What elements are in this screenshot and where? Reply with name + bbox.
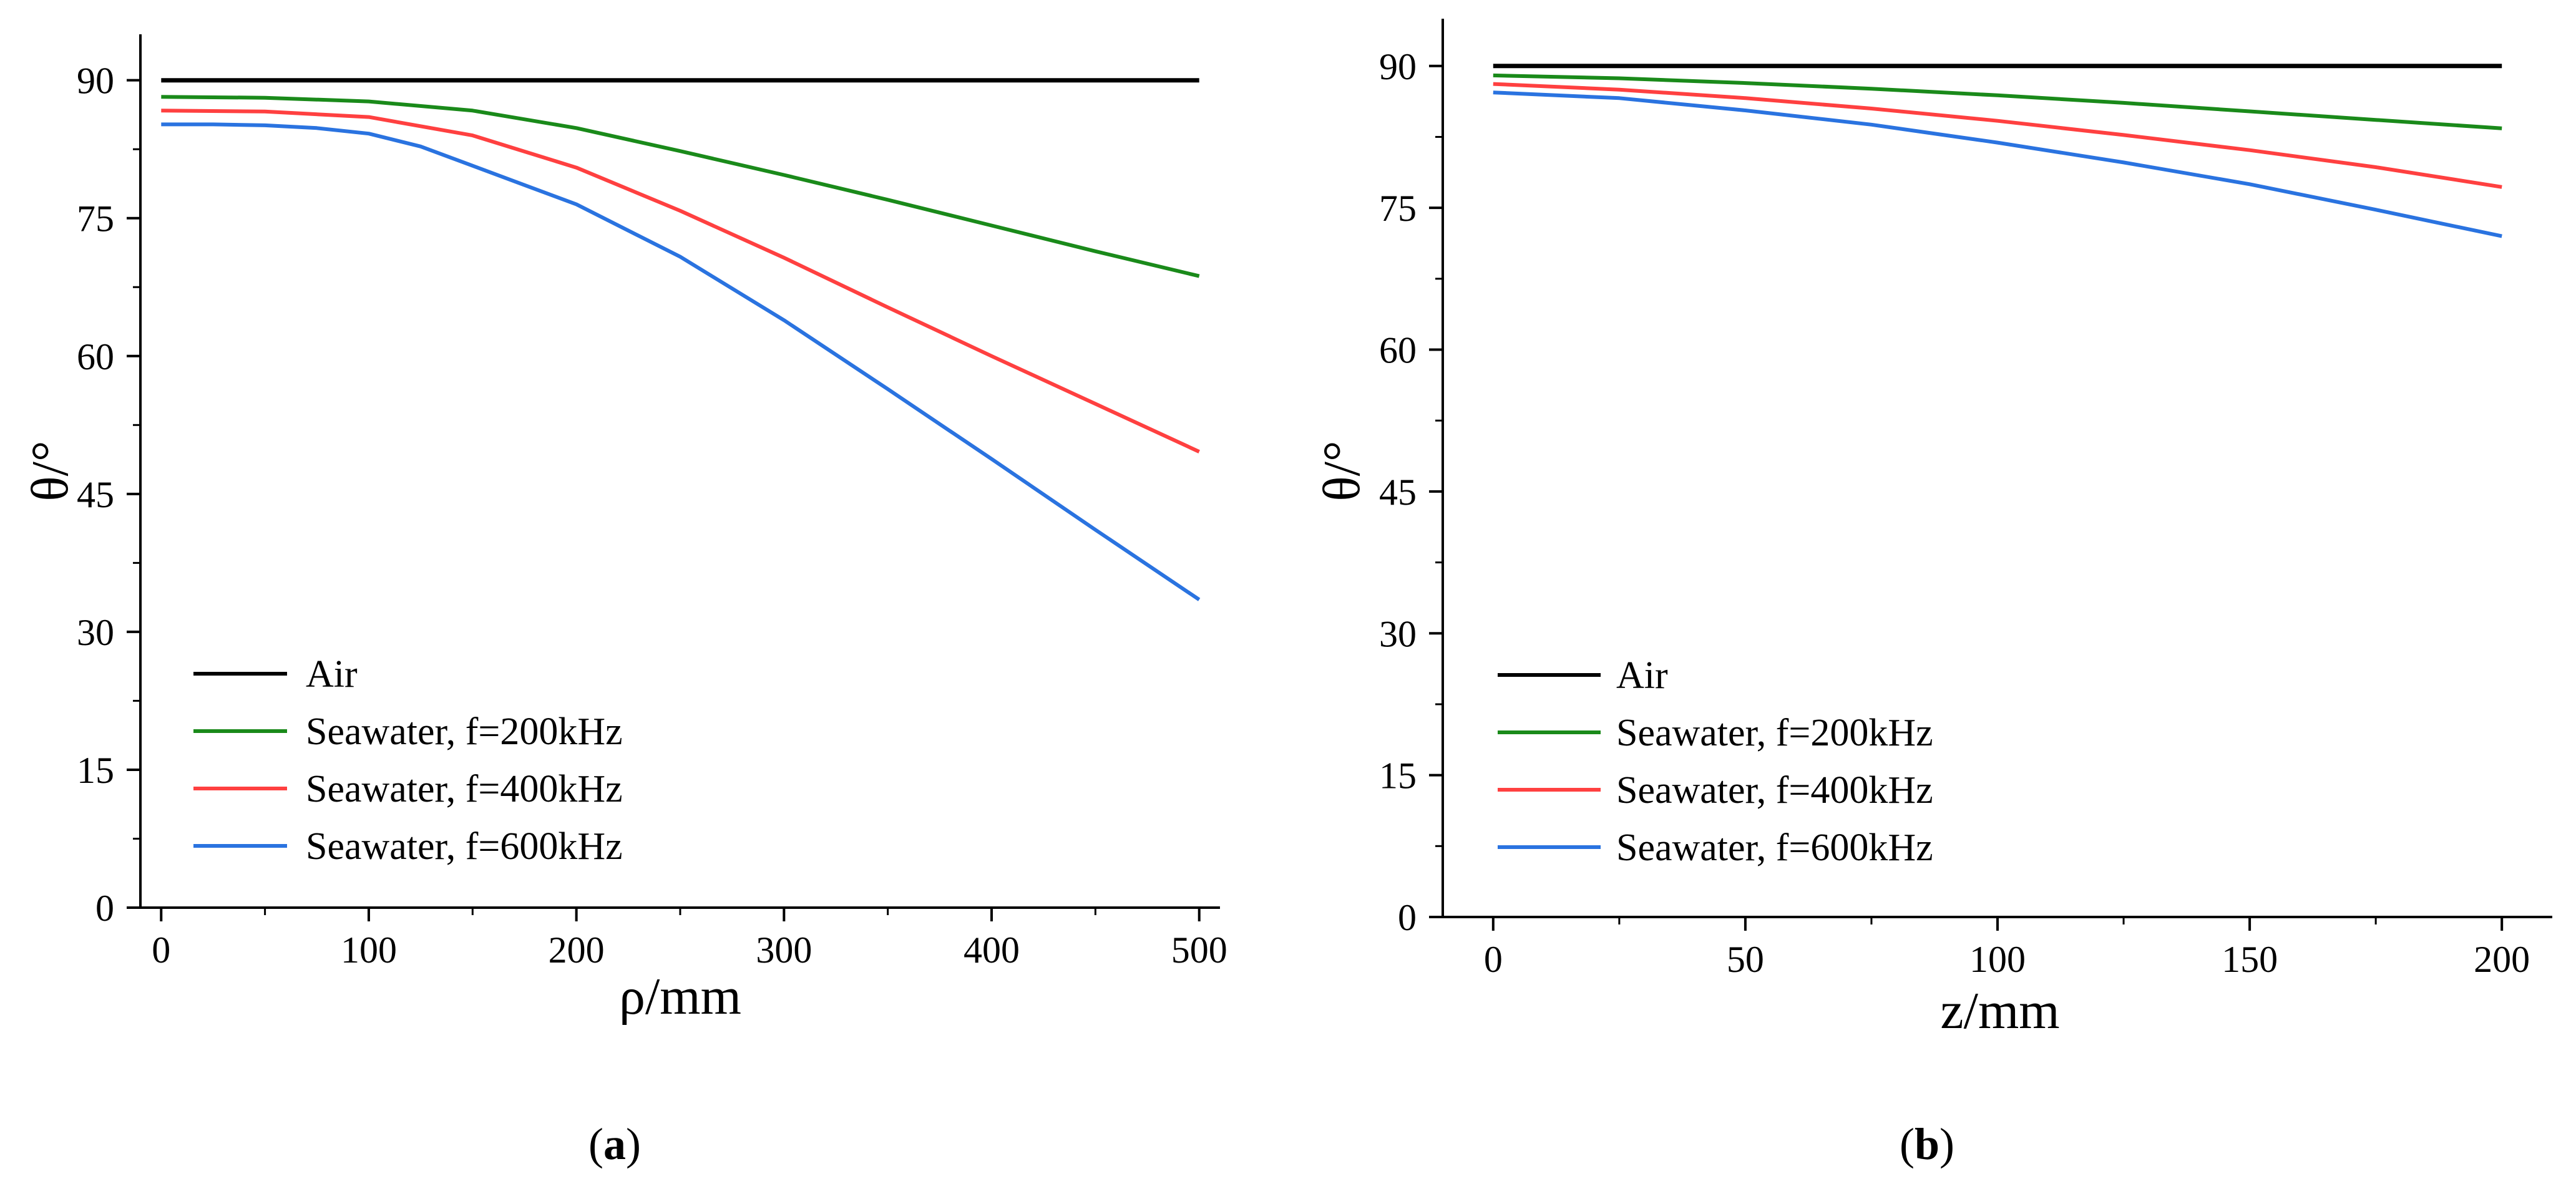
- chart-panel-b: 0 50 100 150 200 0 15 30 45 60 75 90 Air Seawater, f=…: [1313, 19, 2552, 1169]
- x-tick-label: 500: [1171, 929, 1227, 971]
- caption-paren-close: ): [1939, 1119, 1954, 1169]
- y-tick-label: 60: [1379, 330, 1417, 371]
- caption-paren-close: ): [626, 1119, 641, 1169]
- y-tick-label: 0: [95, 888, 114, 929]
- legend-label: Air: [1616, 654, 1668, 697]
- legend-label: Seawater, f=200kHz: [1616, 712, 1933, 754]
- series-line-seawater-f-600khz: [161, 122, 1201, 601]
- chart-panel-a: 0 100 200 300 400 500 0 15 30 45 60 75 90 Air Seawater…: [21, 34, 1227, 1169]
- x-tick-label: 200: [2474, 939, 2530, 980]
- y-tick-label: 75: [1379, 188, 1417, 229]
- legend-label: Air: [306, 653, 358, 696]
- series-line-seawater-f-400khz: [1493, 82, 2502, 189]
- x-axis-title: ρ/mm: [619, 968, 741, 1026]
- legend-label: Seawater, f=400kHz: [1616, 769, 1933, 812]
- y-tick-label: 0: [1398, 897, 1417, 938]
- y-tick-label: 15: [1379, 755, 1417, 797]
- legend-label: Seawater, f=400kHz: [306, 768, 623, 810]
- y-tick-label: 45: [77, 474, 114, 515]
- y-tick-label: 60: [77, 336, 114, 377]
- x-tick-label: 0: [1484, 939, 1503, 980]
- legend-label: Seawater, f=200kHz: [306, 711, 623, 753]
- caption-letter: b: [1915, 1119, 1939, 1169]
- y-tick-label: 30: [1379, 613, 1417, 654]
- y-tick-label: 15: [77, 750, 114, 791]
- caption-paren-open: (: [1900, 1119, 1915, 1169]
- y-tick-label: 90: [77, 61, 114, 102]
- x-axis-title: z/mm: [1940, 982, 2059, 1040]
- x-tick-label: 150: [2222, 939, 2278, 980]
- series-line-seawater-f-200khz: [1493, 73, 2502, 130]
- y-tick-label: 75: [77, 198, 114, 240]
- x-tick-label: 400: [964, 929, 1020, 971]
- y-axis-title: θ/°: [21, 440, 79, 501]
- y-axis-title: θ/°: [1313, 440, 1371, 501]
- x-tick-label: 50: [1727, 939, 1764, 980]
- x-tick-label: 200: [549, 929, 605, 971]
- x-tick-label: 300: [756, 929, 812, 971]
- series-line-seawater-f-600khz: [1493, 90, 2502, 238]
- y-tick-label: 45: [1379, 472, 1417, 513]
- series-line-seawater-f-400khz: [161, 109, 1200, 454]
- x-tick-label: 100: [1969, 939, 2026, 980]
- caption-paren-open: (: [588, 1119, 603, 1169]
- panel-caption: (a): [588, 1119, 641, 1169]
- panel-caption: (b): [1900, 1119, 1954, 1169]
- y-tick-label: 30: [77, 612, 114, 653]
- y-tick-label: 90: [1379, 46, 1417, 87]
- x-tick-label: 100: [341, 929, 397, 971]
- series-line-seawater-f-200khz: [161, 95, 1200, 278]
- legend-label: Seawater, f=600kHz: [1616, 827, 1933, 869]
- legend-label: Seawater, f=600kHz: [306, 825, 623, 868]
- caption-letter: a: [603, 1119, 626, 1169]
- x-tick-label: 0: [152, 929, 170, 971]
